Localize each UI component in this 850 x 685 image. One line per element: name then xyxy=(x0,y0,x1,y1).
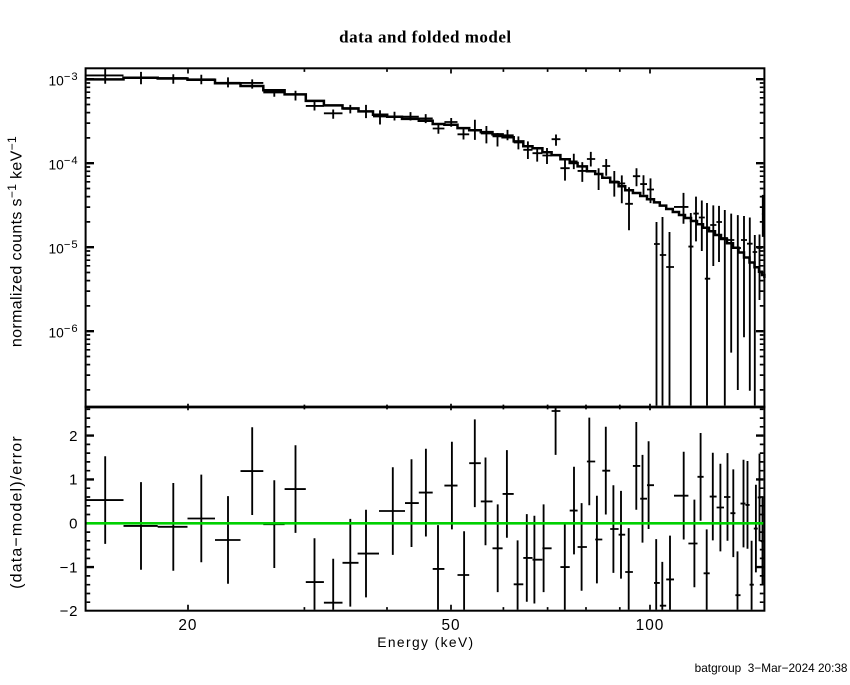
svg-text:−1: −1 xyxy=(60,559,79,576)
svg-text:data and folded model: data and folded model xyxy=(339,27,512,46)
svg-text:2: 2 xyxy=(69,428,78,445)
svg-text:20: 20 xyxy=(178,617,197,634)
svg-text:1: 1 xyxy=(69,472,78,489)
svg-text:0: 0 xyxy=(69,516,78,533)
svg-text:Energy (keV): Energy (keV) xyxy=(377,635,474,650)
svg-text:50: 50 xyxy=(441,617,460,634)
svg-text:(data−model)/error: (data−model)/error xyxy=(9,435,26,589)
svg-text:−2: −2 xyxy=(60,603,79,620)
svg-text:batgroup 3−Mar−2024 20:38: batgroup 3−Mar−2024 20:38 xyxy=(695,661,848,675)
svg-text:normalized counts s−1 keV−1: normalized counts s−1 keV−1 xyxy=(5,136,26,347)
svg-text:100: 100 xyxy=(636,617,665,634)
